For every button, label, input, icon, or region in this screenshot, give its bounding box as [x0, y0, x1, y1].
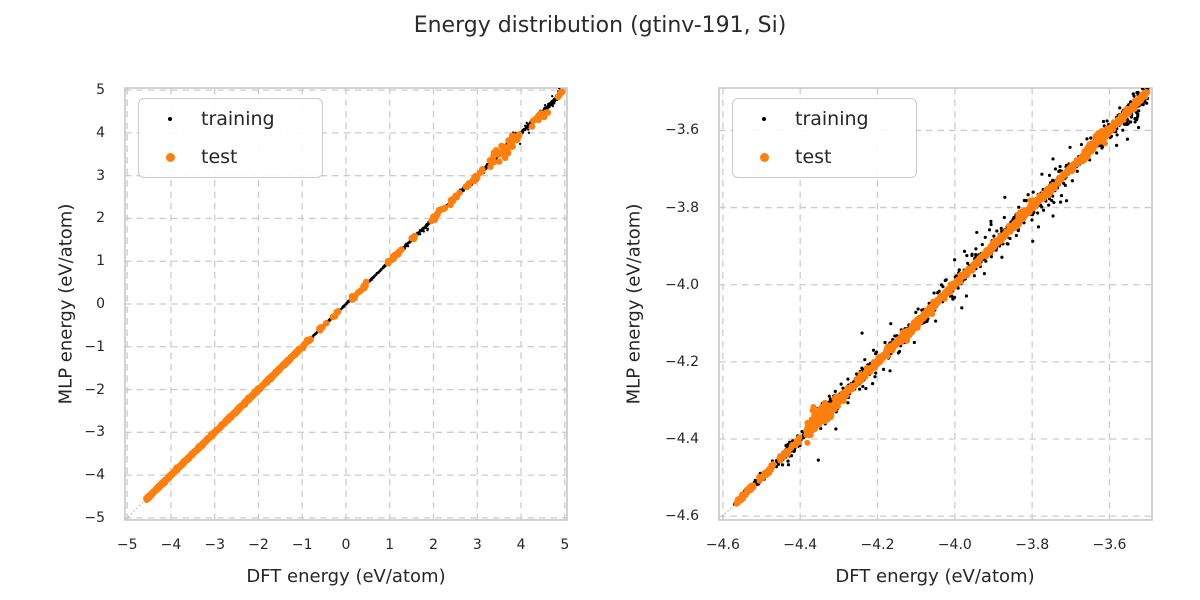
x-axis-label: DFT energy (eV/atom) [246, 566, 446, 587]
y-tick-label: −4.2 [665, 353, 699, 370]
y-axis-label: MLP energy (eV/atom) [55, 203, 77, 405]
x-tick-label: −4.0 [937, 537, 972, 553]
x-tick-label: −1 [291, 537, 313, 553]
x-tick-label: −2 [248, 537, 269, 553]
x-tick-label: 3 [472, 537, 482, 553]
legend: training test [138, 98, 323, 178]
y-tick-label: 5 [96, 82, 105, 99]
y-tick-label: −3.8 [665, 199, 699, 216]
y-tick-label: 4 [96, 124, 105, 141]
figure-title: Energy distribution (gtinv-191, Si) [413, 13, 787, 38]
x-tick-label: 2 [429, 537, 438, 553]
x-tick-label: −3 [204, 537, 226, 553]
test-marker-icon [759, 152, 769, 162]
x-tick-label: 0 [341, 537, 351, 553]
x-tick-label: −3.6 [1092, 537, 1127, 553]
y-tick-label: −2 [84, 381, 105, 398]
legend-item-test: test [733, 138, 916, 176]
legend-label-test: test [795, 146, 832, 169]
legend-label-training: training [201, 107, 275, 130]
legend-item-training: training [139, 100, 322, 138]
y-tick-label: 0 [96, 296, 105, 312]
y-tick-label: −3 [84, 424, 105, 441]
training-marker-icon [168, 116, 172, 121]
y-tick-label: 2 [96, 210, 105, 227]
y-tick-label: 1 [96, 253, 105, 270]
legend-item-test: test [139, 138, 322, 176]
legend-label-training: training [795, 107, 869, 130]
y-tick-label: −4.6 [665, 508, 699, 525]
training-marker-icon [762, 116, 766, 121]
x-tick-label: −4.2 [860, 537, 895, 553]
x-tick-label: 5 [560, 537, 570, 553]
x-tick-label: −5 [116, 537, 138, 553]
y-tick-label: −4.4 [665, 431, 699, 447]
y-tick-label: −4 [84, 467, 105, 484]
x-tick-label: −4.4 [783, 537, 818, 553]
test-marker-icon [165, 152, 175, 162]
x-axis-label: DFT energy (eV/atom) [835, 566, 1035, 587]
x-tick-label: −4 [160, 537, 182, 553]
legend-label-test: test [201, 146, 238, 169]
y-axis-label: MLP energy (eV/atom) [623, 203, 645, 405]
x-tick-label: −3.8 [1015, 537, 1050, 553]
y-tick-label: −3.6 [665, 122, 699, 139]
y-tick-label: −5 [84, 509, 105, 526]
x-tick-label: 1 [385, 537, 395, 553]
y-tick-label: −1 [84, 338, 105, 355]
x-tick-label: −4.6 [705, 537, 740, 553]
y-tick-label: 3 [96, 167, 105, 184]
y-tick-label: −4.0 [665, 276, 699, 293]
legend-item-training: training [733, 100, 916, 138]
x-tick-label: 4 [516, 537, 526, 553]
legend: training test [732, 98, 917, 178]
